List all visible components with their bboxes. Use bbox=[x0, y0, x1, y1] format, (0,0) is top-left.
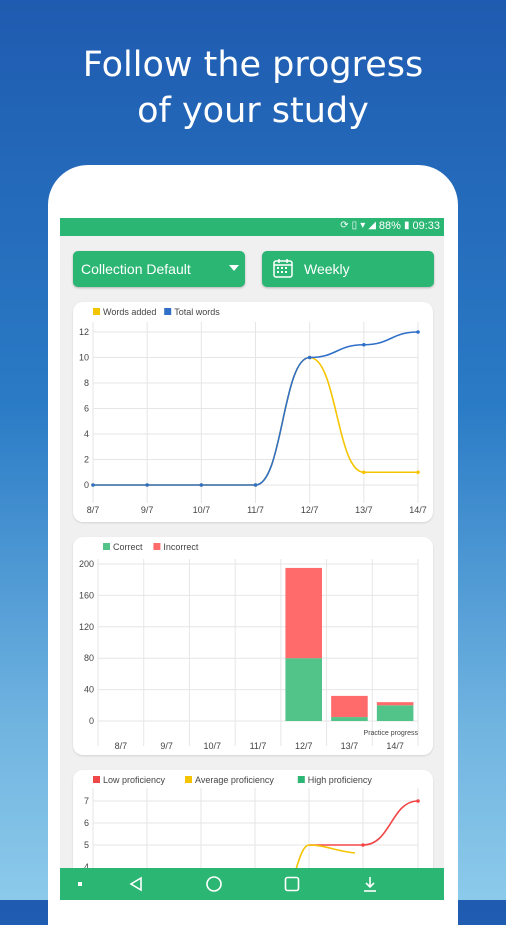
legend-label: Incorrect bbox=[163, 542, 199, 552]
x-tick-label: 13/7 bbox=[341, 741, 359, 751]
x-tick-label: 12/7 bbox=[295, 741, 313, 751]
bar bbox=[331, 695, 368, 718]
legend-swatch bbox=[164, 308, 172, 315]
legend-label: Total words bbox=[174, 307, 220, 317]
legend-swatch bbox=[185, 776, 192, 783]
y-tick-label: 10 bbox=[79, 353, 89, 363]
headline: Follow the progress of your study bbox=[0, 42, 506, 134]
x-tick-label: 13/7 bbox=[355, 505, 373, 515]
y-tick-label: 4 bbox=[84, 862, 89, 872]
data-point bbox=[199, 483, 204, 487]
practice-chart-card: Correct Incorrect 0 40 80 120 160 200 8/7 9/7 10/7… bbox=[73, 537, 433, 755]
status-bar: ⟳ ▯ ▾ ◢ 88% ▮ 09:33 bbox=[60, 218, 444, 236]
series-line bbox=[292, 844, 356, 881]
y-tick-label: 6 bbox=[84, 404, 89, 414]
y-tick-label: 40 bbox=[84, 685, 94, 695]
y-tick-label: 0 bbox=[84, 480, 89, 490]
home-icon[interactable] bbox=[194, 868, 234, 900]
wifi-icon: ▾ bbox=[360, 220, 366, 231]
calendar-icon bbox=[273, 259, 293, 278]
y-tick-label: 80 bbox=[84, 653, 94, 663]
x-tick-label: 14/7 bbox=[386, 741, 404, 751]
y-tick-label: 2 bbox=[84, 455, 89, 465]
legend-swatch bbox=[297, 776, 305, 783]
x-tick-label: 12/7 bbox=[301, 505, 319, 515]
period-button[interactable]: Weekly bbox=[262, 251, 434, 287]
legend-label: Low proficiency bbox=[103, 775, 166, 785]
x-tick-label: 9/7 bbox=[141, 505, 154, 515]
y-tick-label: 4 bbox=[84, 429, 89, 439]
legend-label: Average proficiency bbox=[195, 775, 274, 785]
words-chart-card: Words added Total words 0 2 4 6 8 10 12 8/7 9/7 10/… bbox=[73, 302, 433, 522]
bar bbox=[285, 567, 322, 659]
words-chart: Words added Total words 0 2 4 6 8 10 12 8/7 9/7 10/… bbox=[79, 307, 427, 515]
legend-label: Correct bbox=[113, 542, 143, 552]
legend-label: High proficiency bbox=[308, 775, 373, 785]
legend-swatch bbox=[103, 543, 110, 550]
x-tick-label: 11/7 bbox=[250, 741, 267, 751]
y-tick-label: 7 bbox=[84, 796, 89, 806]
bar bbox=[285, 658, 322, 721]
download-icon[interactable] bbox=[350, 868, 390, 900]
data-point bbox=[145, 483, 149, 487]
battery-percent: 88% bbox=[378, 220, 401, 232]
y-tick-label: 5 bbox=[84, 840, 89, 850]
collection-label: Collection Default bbox=[81, 261, 191, 277]
back-icon[interactable] bbox=[116, 868, 156, 900]
y-tick-label: 0 bbox=[89, 716, 94, 726]
x-tick-label: 10/7 bbox=[193, 505, 211, 515]
bar bbox=[376, 702, 414, 706]
data-point bbox=[253, 483, 258, 487]
battery-icon: ▮ bbox=[403, 220, 410, 231]
x-tick-label: 10/7 bbox=[204, 741, 222, 751]
clock: 09:33 bbox=[412, 220, 440, 232]
headline-line-1: Follow the progress bbox=[82, 45, 424, 85]
dot-icon[interactable] bbox=[60, 868, 100, 900]
y-tick-label: 200 bbox=[79, 559, 94, 569]
legend-swatch bbox=[93, 776, 100, 783]
legend-swatch bbox=[153, 543, 161, 550]
data-point bbox=[416, 330, 420, 334]
recents-icon[interactable] bbox=[272, 868, 312, 900]
x-tick-label: 9/7 bbox=[160, 741, 173, 751]
phone-screen: ⟳ ▯ ▾ ◢ 88% ▮ 09:33 Collection Default W… bbox=[60, 218, 444, 900]
data-point bbox=[416, 470, 420, 475]
data-point bbox=[307, 355, 312, 360]
sync-icon: ⟳ bbox=[340, 220, 349, 231]
y-tick-label: 8 bbox=[84, 378, 89, 388]
y-tick-label: 6 bbox=[84, 818, 89, 828]
headline-line-2: of your study bbox=[137, 91, 369, 131]
y-tick-label: 160 bbox=[79, 590, 94, 600]
x-tick-label: 8/7 bbox=[115, 741, 128, 751]
y-tick-label: 120 bbox=[79, 622, 94, 632]
signal-icon: ◢ bbox=[368, 220, 376, 231]
vibrate-icon: ▯ bbox=[351, 220, 358, 231]
bar bbox=[331, 717, 368, 721]
nav-bar bbox=[60, 868, 444, 900]
y-tick-label: 12 bbox=[79, 327, 89, 337]
x-tick-label: 14/7 bbox=[409, 505, 427, 515]
data-point bbox=[361, 843, 365, 847]
collection-dropdown[interactable]: Collection Default bbox=[73, 251, 245, 287]
data-point bbox=[362, 470, 366, 475]
chart-annotation: Practice progress bbox=[364, 730, 419, 737]
period-label: Weekly bbox=[304, 261, 350, 277]
bar bbox=[376, 705, 414, 721]
x-tick-label: 8/7 bbox=[87, 505, 100, 515]
legend-swatch bbox=[93, 308, 100, 315]
legend-label: Words added bbox=[103, 307, 156, 317]
proficiency-chart: Low proficiency Average proficiency High p… bbox=[84, 775, 420, 900]
data-point bbox=[416, 799, 420, 803]
dropdown-arrow-icon bbox=[229, 265, 239, 271]
data-point bbox=[362, 342, 366, 347]
data-point bbox=[91, 483, 95, 487]
practice-chart: Correct Incorrect 0 40 80 120 160 200 8/7 9/7 10/7… bbox=[79, 542, 419, 751]
x-tick-label: 11/7 bbox=[247, 505, 264, 515]
